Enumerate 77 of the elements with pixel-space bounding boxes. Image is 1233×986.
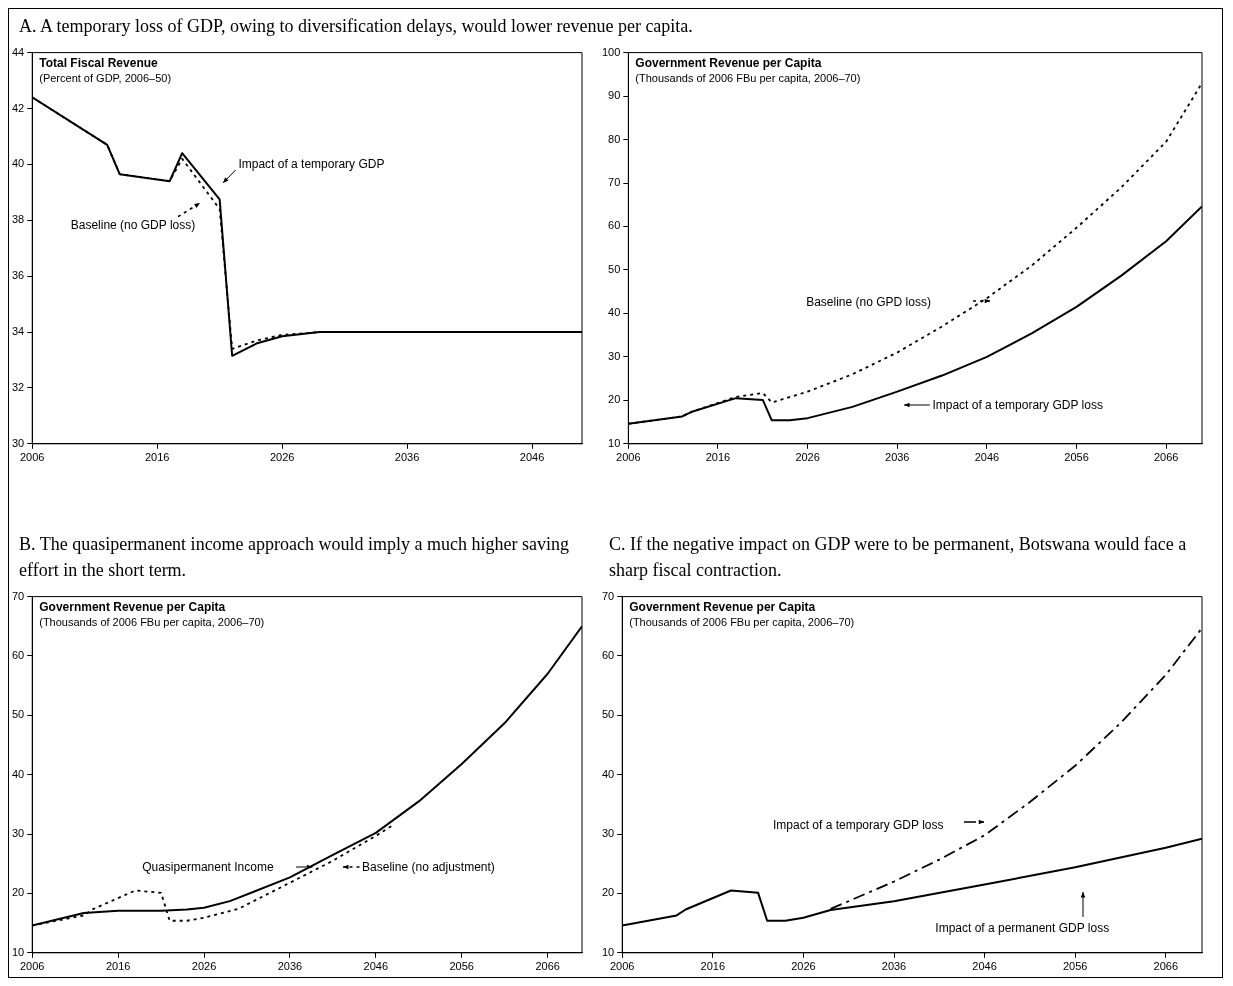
x-tick-label: 2006 <box>616 451 641 464</box>
x-tick-label: 2046 <box>519 451 545 464</box>
x-tick-label: 2056 <box>1064 451 1089 464</box>
y-tick-label: 30 <box>11 827 25 840</box>
x-tick-label: 2016 <box>700 960 726 973</box>
text: (Thousands of 2006 FBu per capita, 2006–70) <box>629 616 855 629</box>
legend-label: Baseline (no adjustment) <box>362 859 495 876</box>
legend-label: Baseline (no GDP loss) <box>70 216 196 233</box>
y-tick-label: 42 <box>11 101 25 114</box>
y-tick-label: 20 <box>601 886 615 899</box>
x-tick-label: 2046 <box>363 960 389 973</box>
y-tick-label: 50 <box>608 262 621 275</box>
y-tick-label: 50 <box>11 708 25 721</box>
x-tick-label: 2036 <box>881 960 907 973</box>
y-tick-label: 70 <box>608 176 621 189</box>
x-tick-label: 2066 <box>1153 451 1179 464</box>
x-tick-label: 2036 <box>885 451 910 464</box>
x-tick-label: 2066 <box>1153 960 1179 973</box>
x-tick-label: 2056 <box>449 960 474 973</box>
x-tick-label: 2046 <box>972 960 997 973</box>
chart-title: Government Revenue per Capita <box>39 599 226 614</box>
chart-title: Government Revenue per Capita <box>629 599 816 614</box>
y-tick-label: 90 <box>608 89 621 102</box>
y-tick-label: 32 <box>11 380 25 393</box>
x-tick-label: 2026 <box>795 451 820 464</box>
x-tick-label: 2016 <box>105 960 131 973</box>
text: C. If the negative impact on GDP were to be permanent, Botswana would face a sharp fiscal contraction. <box>609 533 1188 582</box>
y-tick-label: 44 <box>11 45 25 58</box>
text: Impact of a permanent GDP loss <box>935 919 1110 936</box>
chart-title: Government Revenue per Capita <box>635 55 822 70</box>
y-tick-label: 60 <box>601 649 615 661</box>
y-tick-label: 30 <box>11 436 25 449</box>
y-tick-label: 100 <box>601 45 621 58</box>
y-tick-label: 50 <box>601 708 615 721</box>
x-tick-label: 2056 <box>1062 960 1088 973</box>
x-tick-label: 2006 <box>19 960 45 973</box>
text: (Percent of GDP, 2006–50) <box>39 72 172 85</box>
text: A. A temporary loss of GDP, owing to diversification delays, would lower revenue per capita. <box>19 15 693 38</box>
y-tick-label: 40 <box>608 306 621 319</box>
y-tick-label: 40 <box>11 767 25 780</box>
y-tick-label: 30 <box>601 827 615 840</box>
y-tick-label: 70 <box>11 589 25 602</box>
y-tick-label: 10 <box>11 945 25 958</box>
legend-label: Impact of a temporary GDP loss <box>932 396 1103 413</box>
x-tick-label: 2026 <box>269 451 295 464</box>
y-tick-label: 20 <box>608 393 621 406</box>
y-tick-label: 30 <box>608 349 621 362</box>
y-tick-label: 36 <box>11 269 25 282</box>
y-tick-label: 70 <box>601 589 615 602</box>
text: Impact of a temporary GDP <box>238 156 385 173</box>
x-tick-label: 2036 <box>394 451 420 464</box>
y-tick-label: 60 <box>608 219 621 232</box>
y-tick-label: 40 <box>601 767 615 780</box>
x-tick-label: 2016 <box>705 451 731 464</box>
text: B. The quasipermanent income approach would imply a much higher saving effort in the short term. <box>19 533 571 582</box>
y-tick-label: 60 <box>11 649 25 661</box>
x-tick-label: 2016 <box>144 451 170 464</box>
x-tick-label: 2006 <box>609 960 635 973</box>
y-tick-label: 40 <box>11 157 25 170</box>
series-label: Quasipermanent Income <box>142 859 274 876</box>
x-tick-label: 2066 <box>535 960 560 973</box>
y-tick-label: 10 <box>601 945 615 958</box>
series-label: Baseline (no GPD loss) <box>806 294 931 311</box>
x-tick-label: 2046 <box>974 451 1000 464</box>
y-tick-label: 38 <box>11 213 25 226</box>
text: (Thousands of 2006 FBu per capita, 2006–70) <box>635 72 861 85</box>
x-tick-label: 2006 <box>19 451 45 464</box>
y-tick-label: 20 <box>11 886 25 899</box>
y-tick-label: 10 <box>608 436 621 449</box>
x-tick-label: 2036 <box>277 960 303 973</box>
y-tick-label: 80 <box>608 132 621 145</box>
x-tick-label: 2026 <box>191 960 217 973</box>
y-tick-label: 34 <box>11 325 25 338</box>
x-tick-label: 2026 <box>791 960 816 973</box>
chart-title: Total Fiscal Revenue <box>39 55 159 70</box>
text: (Thousands of 2006 FBu per capita, 2006–70) <box>39 616 265 629</box>
legend-label: Impact of a temporary GDP loss <box>772 816 944 833</box>
